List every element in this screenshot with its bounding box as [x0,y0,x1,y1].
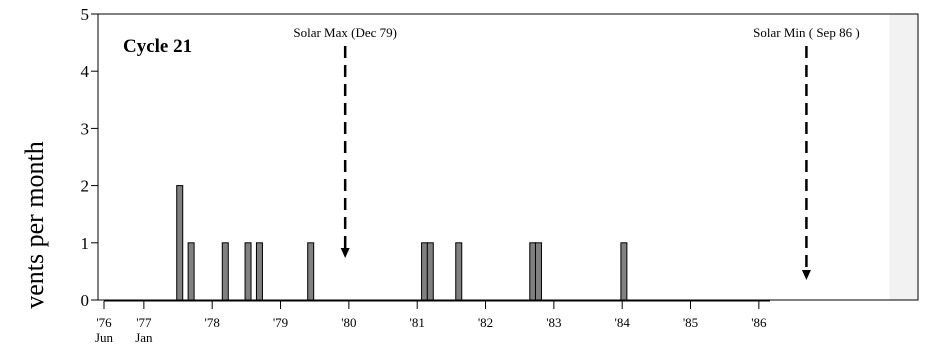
y-tick-label-5: 5 [81,5,90,24]
annotation-label-0: Solar Max (Dec 79) [293,25,397,40]
bar-1978-08 [244,242,252,301]
x-tick-sublabel-1977-01: Jan [135,330,153,345]
x-tick-label-1979-01: '79 [273,315,288,330]
x-tick-label-1977-01: '77 [136,315,152,330]
annotation-arrowhead-1 [801,270,811,280]
bar-1978-04 [221,242,229,301]
x-tick-label-1976-06: '76 [96,315,112,330]
x-tick-label-1982-01: '82 [478,315,493,330]
shaded-region [889,14,918,300]
bar-1979-07 [307,242,315,301]
x-tick-label-1981-01: '81 [410,315,425,330]
bar-1981-04 [426,242,434,301]
x-tick-label-1986-01: '86 [751,315,767,330]
bar-1982-11 [534,242,542,301]
y-tick-label-3: 3 [81,119,90,138]
bars-group [176,185,628,301]
x-tick-sublabel-1976-06: Jun [95,330,114,345]
y-axis-label: vents per month [20,141,49,309]
annotation-arrowhead-0 [340,248,350,258]
y-tick-label-4: 4 [81,62,90,81]
bar-1977-10 [187,242,195,301]
x-tick-label-1985-01: '85 [683,315,698,330]
y-tick-label-1: 1 [81,234,90,253]
bar-1977-08 [176,185,184,301]
bar-1978-10 [255,242,263,301]
y-tick-label-2: 2 [81,177,90,196]
bar-1984-02 [620,242,628,301]
bar-1981-03 [421,242,429,301]
bar-1982-10 [529,242,537,301]
bar-1981-09 [455,242,463,301]
x-tick-label-1980-01: '80 [341,315,356,330]
x-tick-label-1978-01: '78 [205,315,220,330]
x-tick-label-1983-01: '83 [546,315,561,330]
y-axis: 0 1 2 3 4 5 [81,5,98,310]
x-tick-label-1984-01: '84 [615,315,631,330]
plot-frame [97,13,919,301]
annotation-label-1: Solar Min ( Sep 86 ) [753,25,860,40]
y-tick-label-0: 0 [81,291,90,310]
annotations: Solar Max (Dec 79) Solar Min ( Sep 86 ) [293,25,860,280]
chart-title: Cycle 21 [123,36,192,57]
